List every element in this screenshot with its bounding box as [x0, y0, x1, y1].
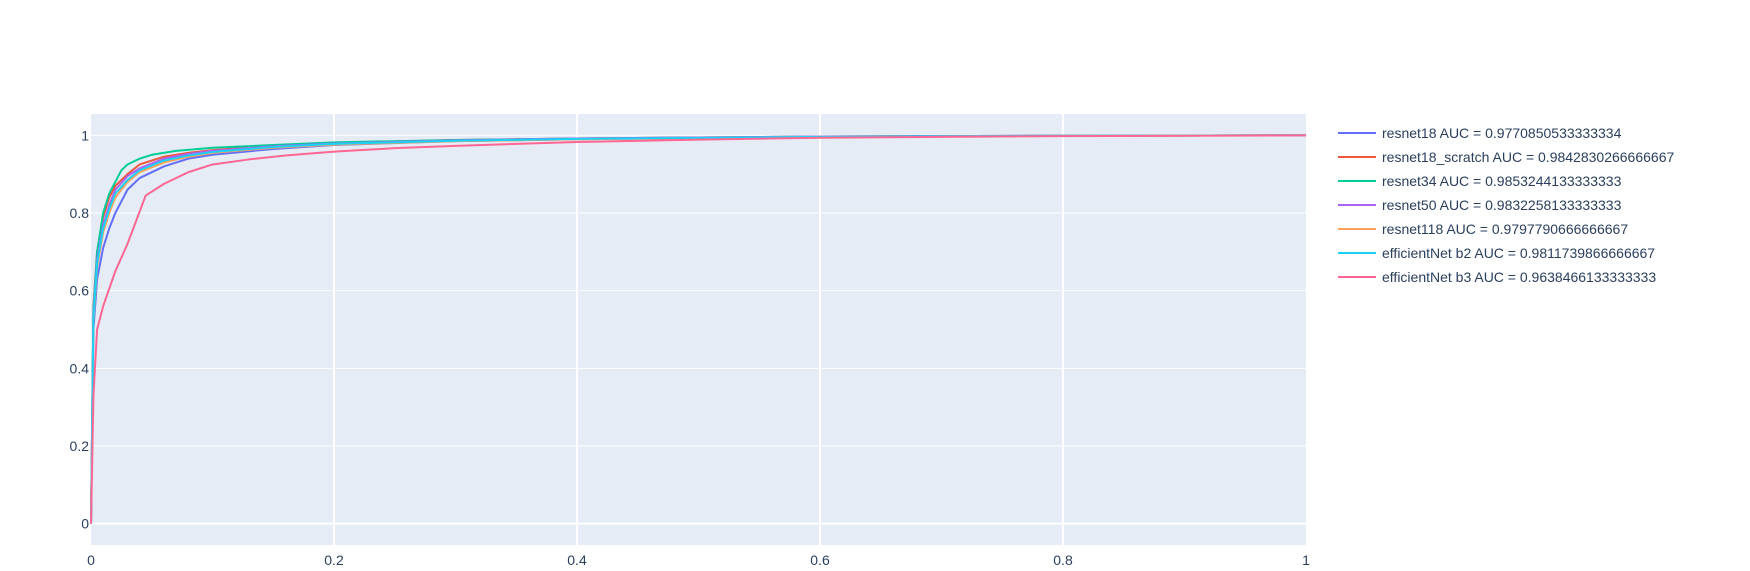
y-tick-label: 0.6	[70, 283, 90, 299]
x-tick-label: 0.4	[567, 552, 587, 568]
legend-label: resnet50 AUC = 0.9832258133333333	[1382, 197, 1622, 213]
y-tick-label: 0	[81, 516, 89, 532]
legend[interactable]: resnet18 AUC = 0.9770850533333334 resnet1…	[1338, 125, 1674, 285]
y-tick-label: 0.2	[70, 438, 90, 454]
legend-item[interactable]: resnet50 AUC = 0.9832258133333333	[1338, 197, 1622, 213]
legend-item[interactable]: resnet34 AUC = 0.9853244133333333	[1338, 173, 1622, 189]
y-tick-label: 0.4	[70, 360, 90, 376]
legend-item[interactable]: efficientNet b3 AUC = 0.9638466133333333	[1338, 269, 1656, 285]
y-tick-label: 0.8	[70, 205, 90, 221]
series-line-6	[90, 134, 1307, 524]
legend-item[interactable]: resnet18 AUC = 0.9770850533333334	[1338, 125, 1622, 141]
legend-label: resnet18_scratch AUC = 0.984283026666666…	[1382, 149, 1674, 165]
x-tick-label: 0.6	[810, 552, 830, 568]
legend-label: efficientNet b2 AUC = 0.9811739866666667	[1382, 245, 1655, 261]
legend-label: efficientNet b3 AUC = 0.9638466133333333	[1382, 269, 1656, 285]
y-tick-label: 1	[81, 127, 89, 143]
legend-item[interactable]: efficientNet b2 AUC = 0.9811739866666667	[1338, 245, 1655, 261]
legend-label: resnet18 AUC = 0.9770850533333334	[1382, 125, 1622, 141]
y-axis-ticks: 0 0.2 0.4 0.6 0.8 1	[70, 127, 90, 531]
x-tick-label: 1	[1302, 552, 1310, 568]
x-axis-ticks: 0 0.2 0.4 0.6 0.8 1	[87, 552, 1310, 568]
plot-background	[91, 114, 1306, 545]
x-tick-label: 0.2	[324, 552, 344, 568]
legend-item[interactable]: resnet118 AUC = 0.9797790666666667	[1338, 221, 1628, 237]
x-tick-label: 0	[87, 552, 95, 568]
x-tick-label: 0.8	[1053, 552, 1073, 568]
series-lines	[90, 134, 1307, 524]
legend-label: resnet118 AUC = 0.9797790666666667	[1382, 221, 1628, 237]
legend-item[interactable]: resnet18_scratch AUC = 0.984283026666666…	[1338, 149, 1674, 165]
legend-label: resnet34 AUC = 0.9853244133333333	[1382, 173, 1622, 189]
series-line-5	[90, 134, 1307, 524]
